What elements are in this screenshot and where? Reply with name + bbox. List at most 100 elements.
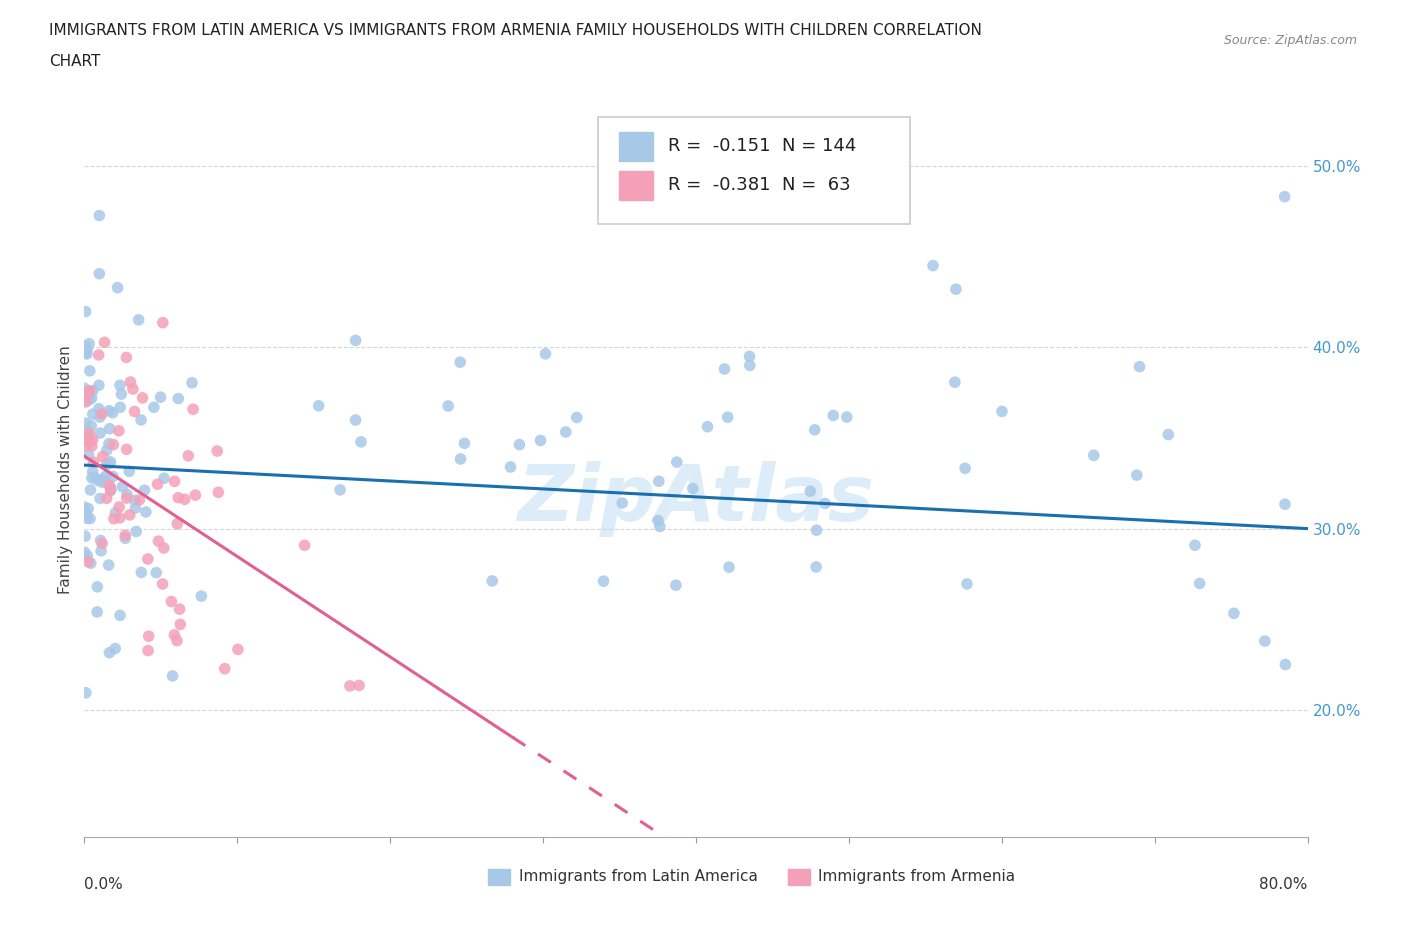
Point <box>82 432 104 447</box>
Point <box>131 391 153 405</box>
Point <box>103 512 125 526</box>
Point <box>146 477 169 492</box>
Point <box>75 685 97 700</box>
Point <box>80 439 103 454</box>
Point <box>167 490 190 505</box>
Point <box>612 496 634 511</box>
Point <box>79 483 101 498</box>
Point <box>80 391 103 405</box>
Point <box>89 426 111 441</box>
Point <box>98 436 121 451</box>
Point <box>696 419 718 434</box>
Point <box>953 461 976 476</box>
FancyBboxPatch shape <box>598 117 910 223</box>
Point <box>138 629 160 644</box>
Text: ZipAtlas: ZipAtlas <box>517 461 875 537</box>
Point <box>648 473 671 488</box>
Point <box>77 337 100 352</box>
Point <box>108 378 131 392</box>
Point <box>77 501 100 516</box>
Point <box>73 508 96 523</box>
Point <box>122 381 145 396</box>
Point <box>79 426 101 441</box>
Point <box>1188 576 1211 591</box>
Point <box>922 259 945 273</box>
Point <box>152 577 174 591</box>
Point <box>100 455 122 470</box>
Bar <box>619 132 654 161</box>
Point <box>142 400 165 415</box>
Point <box>1083 448 1105 463</box>
Point <box>82 455 104 470</box>
Point <box>100 484 122 498</box>
Point <box>98 478 121 493</box>
Point <box>1129 359 1152 374</box>
Point <box>167 392 190 406</box>
Point <box>108 423 131 438</box>
Point <box>89 491 111 506</box>
Point <box>79 364 101 379</box>
Point <box>648 519 671 534</box>
Point <box>124 493 146 508</box>
Point <box>665 578 688 592</box>
Point <box>76 433 98 448</box>
Point <box>131 565 153 580</box>
Point <box>134 483 156 498</box>
Point <box>806 523 828 538</box>
Point <box>75 339 97 353</box>
Text: R =  -0.381  N =  63: R = -0.381 N = 63 <box>668 177 851 194</box>
Point <box>98 421 121 436</box>
Point <box>713 362 735 377</box>
Point <box>80 471 103 485</box>
Point <box>89 208 111 223</box>
Text: R =  -0.151  N = 144: R = -0.151 N = 144 <box>668 137 856 154</box>
Bar <box>488 869 510 884</box>
Point <box>89 266 111 281</box>
Point <box>79 434 101 449</box>
Point <box>75 507 97 522</box>
Point <box>665 455 688 470</box>
Point <box>163 474 186 489</box>
Point <box>814 496 837 511</box>
Point <box>115 442 138 457</box>
Point <box>108 608 131 623</box>
Point <box>125 525 148 539</box>
Text: 0.0%: 0.0% <box>84 877 124 893</box>
Point <box>80 418 103 433</box>
Point <box>226 642 249 657</box>
Point <box>76 548 98 563</box>
Point <box>118 508 141 523</box>
Point <box>214 661 236 676</box>
Point <box>835 409 858 424</box>
Point <box>87 473 110 488</box>
Bar <box>787 869 810 884</box>
Point <box>1223 605 1246 620</box>
Point <box>79 383 101 398</box>
Point <box>145 565 167 580</box>
Point <box>453 436 475 451</box>
Text: Source: ZipAtlas.com: Source: ZipAtlas.com <box>1223 34 1357 47</box>
Point <box>115 350 138 365</box>
Point <box>450 452 472 467</box>
Point <box>508 437 530 452</box>
Point <box>91 536 114 551</box>
Point <box>114 528 136 543</box>
Point <box>104 505 127 520</box>
Point <box>190 589 212 604</box>
Point <box>98 645 121 660</box>
Point <box>73 380 96 395</box>
Point <box>308 398 330 413</box>
Point <box>93 335 115 350</box>
Point <box>329 483 352 498</box>
Point <box>77 447 100 462</box>
Point <box>96 491 118 506</box>
Point <box>79 432 101 447</box>
Point <box>350 434 373 449</box>
Point <box>554 424 576 439</box>
Point <box>205 444 228 458</box>
Point <box>96 443 118 458</box>
Point <box>87 378 110 392</box>
Point <box>118 464 141 479</box>
Point <box>128 493 150 508</box>
Point <box>344 413 367 428</box>
